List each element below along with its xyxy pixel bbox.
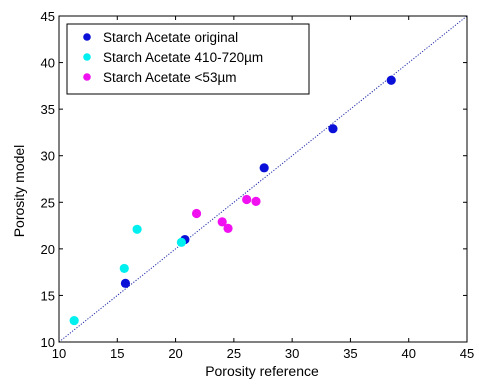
data-point-s2-4: [176, 237, 186, 247]
data-point-s1-3: [259, 163, 269, 173]
data-point-s1-5: [386, 75, 396, 85]
data-point-s1-4: [328, 124, 338, 134]
data-point-s2-1: [69, 315, 79, 326]
data-points-group: [69, 75, 396, 326]
x-tick-label: 15: [110, 346, 124, 361]
legend-label-1: Starch Acetate original: [103, 30, 238, 45]
x-tick-label: 35: [343, 346, 357, 361]
legend-marker-3: [83, 73, 91, 81]
y-tick-label: 15: [41, 288, 55, 303]
legend: Starch Acetate original Starch Acetate 41…: [66, 23, 310, 95]
data-point-s3-1: [191, 208, 202, 219]
legend-marker-1: [83, 33, 91, 41]
x-tick-label: 40: [401, 346, 415, 361]
legend-marker-2: [83, 53, 91, 61]
legend-label-3: Starch Acetate <53µm: [103, 70, 236, 85]
data-point-s3-4: [242, 194, 252, 205]
y-tick-label: 25: [41, 195, 55, 210]
y-axis-label: Porosity model: [11, 145, 27, 238]
y-tick-label: 20: [41, 242, 55, 257]
data-point-s2-2: [119, 263, 129, 274]
legend-label-2: Starch Acetate 410-720µm: [103, 50, 263, 65]
axes-group: 10 15 20 25 30 35 40 45 10 15 20 25 30 35 40 45: [41, 9, 475, 361]
x-tick-label: 25: [227, 346, 241, 361]
plot-frame: [58, 15, 468, 343]
data-point-s3-3: [223, 223, 233, 233]
x-axis-label: Porosity reference: [205, 363, 319, 379]
x-tick-label: 10: [52, 346, 66, 361]
data-point-s2-3: [132, 224, 142, 234]
x-tick-label: 30: [285, 346, 299, 361]
x-tick-label: 20: [168, 346, 182, 361]
y-tick-label: 40: [41, 56, 55, 71]
data-point-s3-5: [251, 196, 261, 206]
y-tick-label: 45: [41, 9, 55, 24]
x-tick-label: 45: [460, 346, 474, 361]
y-tick-label: 35: [41, 102, 55, 117]
reference-line-group: [58, 15, 468, 343]
y-tick-label: 30: [41, 149, 55, 164]
data-point-s3-2: [217, 217, 227, 227]
reference-line: [58, 15, 468, 343]
y-tick-label: 10: [41, 335, 55, 350]
data-point-s1-1: [120, 278, 131, 288]
legend-box: [66, 23, 310, 95]
